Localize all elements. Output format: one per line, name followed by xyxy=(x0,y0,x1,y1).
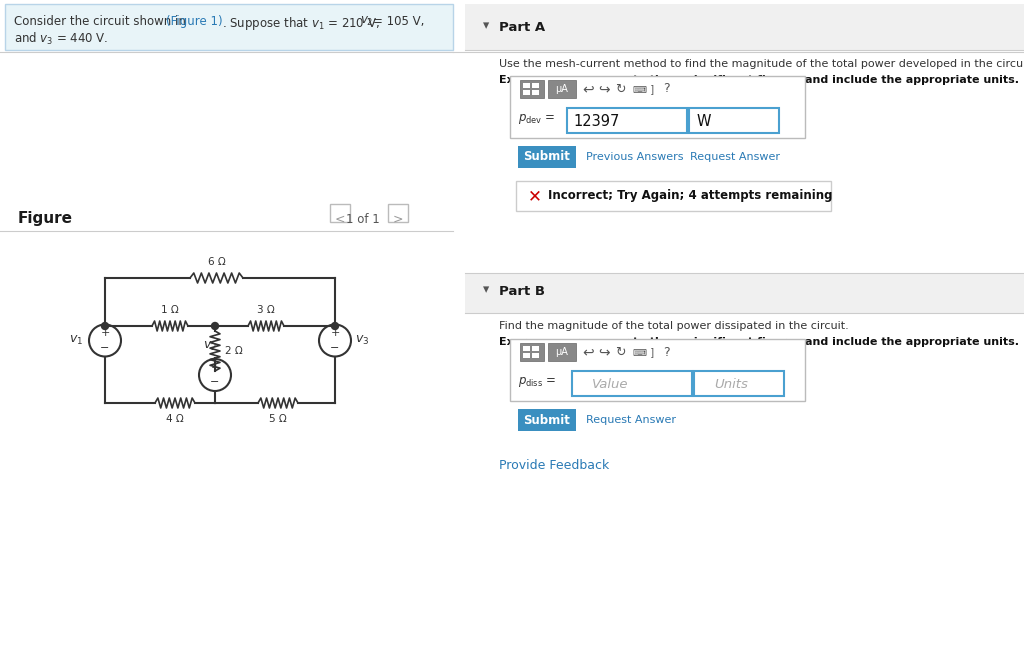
Text: 1 Ω: 1 Ω xyxy=(161,305,179,315)
Text: ✕: ✕ xyxy=(528,187,542,205)
Text: ?: ? xyxy=(663,346,670,358)
Text: μA: μA xyxy=(556,84,568,94)
Text: ⌨ ]: ⌨ ] xyxy=(633,84,654,94)
Text: $v_2$: $v_2$ xyxy=(203,340,217,353)
FancyBboxPatch shape xyxy=(694,371,784,396)
Text: Provide Feedback: Provide Feedback xyxy=(499,459,609,472)
FancyBboxPatch shape xyxy=(510,76,805,138)
Text: and $v_3$ = 440 V.: and $v_3$ = 440 V. xyxy=(14,31,109,47)
FancyBboxPatch shape xyxy=(523,90,530,95)
FancyBboxPatch shape xyxy=(516,181,831,211)
Circle shape xyxy=(212,323,218,329)
Text: Find the magnitude of the total power dissipated in the circuit.: Find the magnitude of the total power di… xyxy=(499,321,849,331)
Text: (Figure 1): (Figure 1) xyxy=(166,15,222,28)
Text: ↻: ↻ xyxy=(615,83,626,95)
FancyBboxPatch shape xyxy=(572,371,692,396)
Text: ↩: ↩ xyxy=(582,82,594,96)
Text: Incorrect; Try Again; 4 attempts remaining: Incorrect; Try Again; 4 attempts remaini… xyxy=(548,189,833,203)
FancyBboxPatch shape xyxy=(510,339,805,401)
Text: W: W xyxy=(697,113,712,129)
FancyBboxPatch shape xyxy=(518,409,575,431)
FancyBboxPatch shape xyxy=(689,108,779,133)
Text: −: − xyxy=(210,377,220,387)
FancyBboxPatch shape xyxy=(5,4,453,50)
FancyBboxPatch shape xyxy=(532,90,539,95)
Text: Previous Answers: Previous Answers xyxy=(586,152,683,162)
FancyBboxPatch shape xyxy=(567,108,687,133)
Text: ?: ? xyxy=(663,83,670,95)
FancyBboxPatch shape xyxy=(532,83,539,88)
FancyBboxPatch shape xyxy=(548,80,575,98)
FancyBboxPatch shape xyxy=(523,346,530,351)
FancyBboxPatch shape xyxy=(523,353,530,358)
FancyBboxPatch shape xyxy=(465,273,1024,313)
Text: Submit: Submit xyxy=(523,150,570,164)
Text: +: + xyxy=(331,329,340,338)
Circle shape xyxy=(101,323,109,329)
Text: ↪: ↪ xyxy=(598,345,609,359)
Text: ↩: ↩ xyxy=(582,345,594,359)
FancyBboxPatch shape xyxy=(388,204,408,222)
Text: $v_3$: $v_3$ xyxy=(355,334,370,347)
Text: μA: μA xyxy=(556,347,568,357)
Text: Part A: Part A xyxy=(499,21,545,34)
Text: ⌨ ]: ⌨ ] xyxy=(633,347,654,357)
Text: $p_\mathrm{dev}$ =: $p_\mathrm{dev}$ = xyxy=(518,112,555,126)
Text: Submit: Submit xyxy=(523,413,570,427)
FancyBboxPatch shape xyxy=(532,346,539,351)
Text: Request Answer: Request Answer xyxy=(586,415,676,425)
Text: $v_2$: $v_2$ xyxy=(360,15,374,28)
Text: Express your answer to three significant figures and include the appropriate uni: Express your answer to three significant… xyxy=(499,75,1019,85)
FancyBboxPatch shape xyxy=(518,146,575,168)
FancyBboxPatch shape xyxy=(520,80,544,98)
Text: ↪: ↪ xyxy=(598,82,609,96)
FancyBboxPatch shape xyxy=(465,4,1024,50)
Text: +: + xyxy=(100,329,110,338)
Text: 3 Ω: 3 Ω xyxy=(257,305,274,315)
Text: +: + xyxy=(210,363,220,373)
Text: 5 Ω: 5 Ω xyxy=(269,414,287,424)
Text: . Suppose that $v_1$ = 210 V,: . Suppose that $v_1$ = 210 V, xyxy=(222,15,380,32)
Text: Express your answer to three significant figures and include the appropriate uni: Express your answer to three significant… xyxy=(499,337,1019,347)
Text: = 105 V,: = 105 V, xyxy=(373,15,424,28)
FancyBboxPatch shape xyxy=(523,83,530,88)
Text: ↻: ↻ xyxy=(615,346,626,358)
FancyBboxPatch shape xyxy=(330,204,350,222)
Text: 1 of 1: 1 of 1 xyxy=(346,213,380,226)
Text: Request Answer: Request Answer xyxy=(690,152,780,162)
Text: 12397: 12397 xyxy=(573,113,620,129)
Text: 6 Ω: 6 Ω xyxy=(208,257,225,267)
FancyBboxPatch shape xyxy=(532,353,539,358)
Text: Units: Units xyxy=(714,378,748,391)
Text: Value: Value xyxy=(592,378,629,391)
FancyBboxPatch shape xyxy=(520,343,544,361)
Text: $v_1$: $v_1$ xyxy=(69,334,83,347)
Text: Consider the circuit shown in: Consider the circuit shown in xyxy=(14,15,189,28)
Text: 2 Ω: 2 Ω xyxy=(225,346,243,356)
Text: −: − xyxy=(100,342,110,352)
Text: <: < xyxy=(335,213,345,226)
Text: Part B: Part B xyxy=(499,285,545,298)
Circle shape xyxy=(332,323,339,329)
Text: Figure: Figure xyxy=(18,211,73,226)
Text: 4 Ω: 4 Ω xyxy=(166,414,184,424)
Text: $p_\mathrm{diss}$ =: $p_\mathrm{diss}$ = xyxy=(518,375,556,389)
FancyBboxPatch shape xyxy=(548,343,575,361)
Text: ▾: ▾ xyxy=(483,19,489,32)
Text: >: > xyxy=(393,213,403,226)
Text: Use the mesh-current method to find the magnitude of the total power developed i: Use the mesh-current method to find the … xyxy=(499,59,1024,69)
Text: −: − xyxy=(331,342,340,352)
Text: ▾: ▾ xyxy=(483,283,489,296)
